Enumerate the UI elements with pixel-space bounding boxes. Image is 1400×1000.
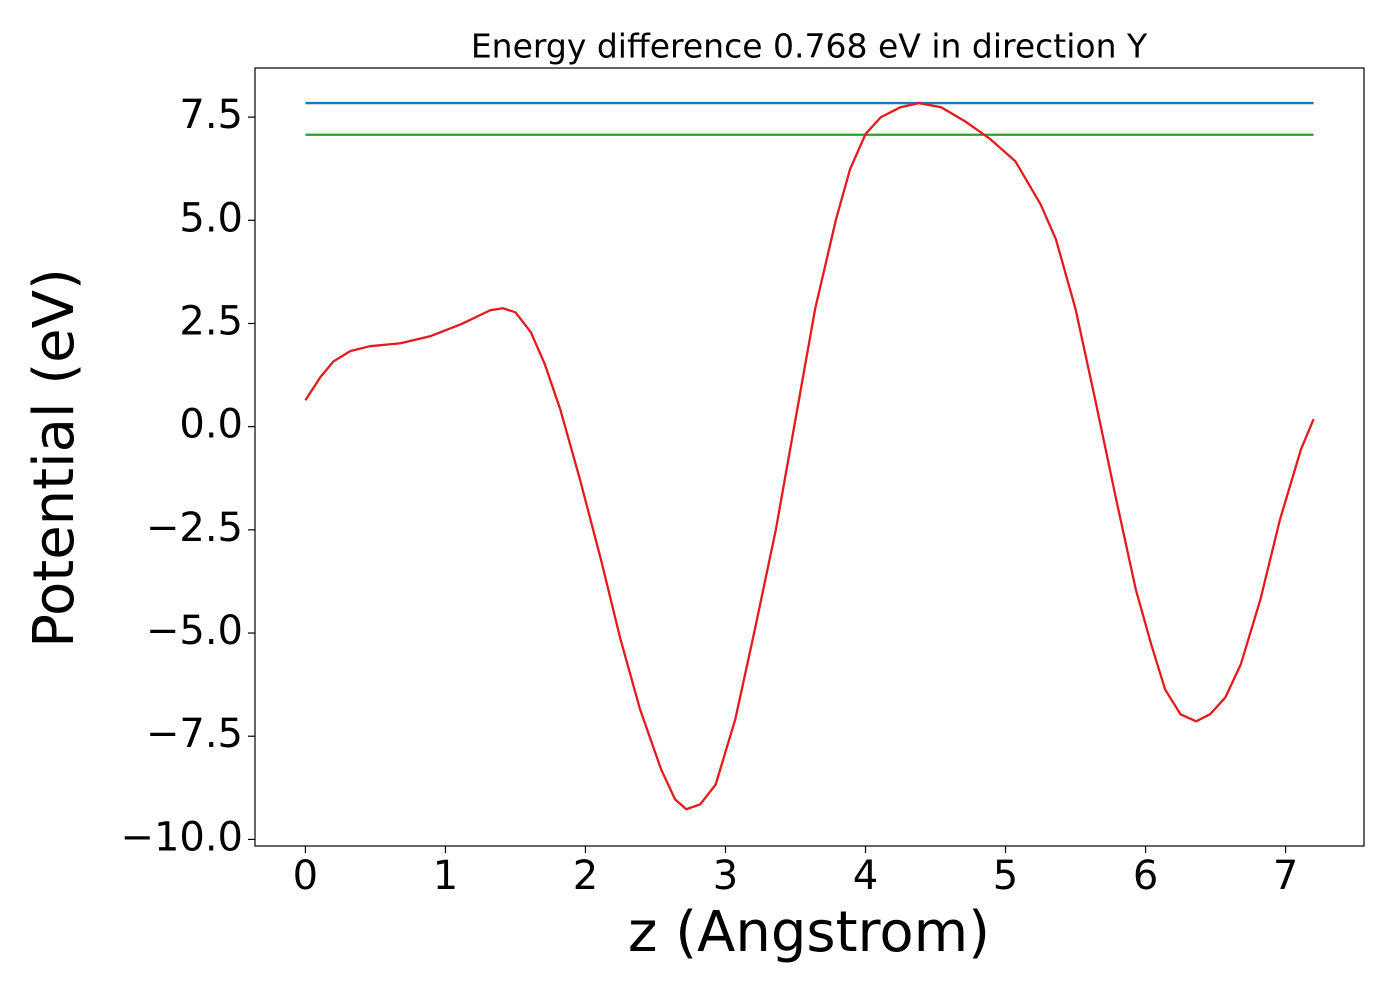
y-tick-label: −10.0 [120, 814, 243, 860]
y-tick-label: 7.5 [179, 92, 243, 138]
plot-frame [254, 67, 1365, 847]
x-axis-label: z (Angstrom) [628, 900, 990, 965]
x-tick-label: 1 [433, 853, 458, 899]
x-tick-label: 5 [993, 853, 1018, 899]
x-tick-label: 6 [1133, 853, 1158, 899]
x-tick-label: 7 [1273, 853, 1298, 899]
y-tick-label: 5.0 [179, 195, 243, 241]
x-tick-label: 4 [853, 853, 878, 899]
y-tick-label: −2.5 [146, 505, 243, 551]
data-line [304, 101, 1315, 811]
y-axis-label: Potential (eV) [22, 268, 87, 648]
x-tick-label: 3 [713, 853, 738, 899]
y-tick-label: −5.0 [146, 608, 243, 654]
x-tick-label: 2 [573, 853, 598, 899]
x-tick-label: 0 [293, 853, 318, 899]
y-tick-label: −7.5 [146, 711, 243, 757]
chart-title: Energy difference 0.768 eV in direction … [471, 27, 1148, 66]
y-tick-label: 0.0 [179, 402, 243, 448]
y-tick-label: 2.5 [179, 298, 243, 344]
